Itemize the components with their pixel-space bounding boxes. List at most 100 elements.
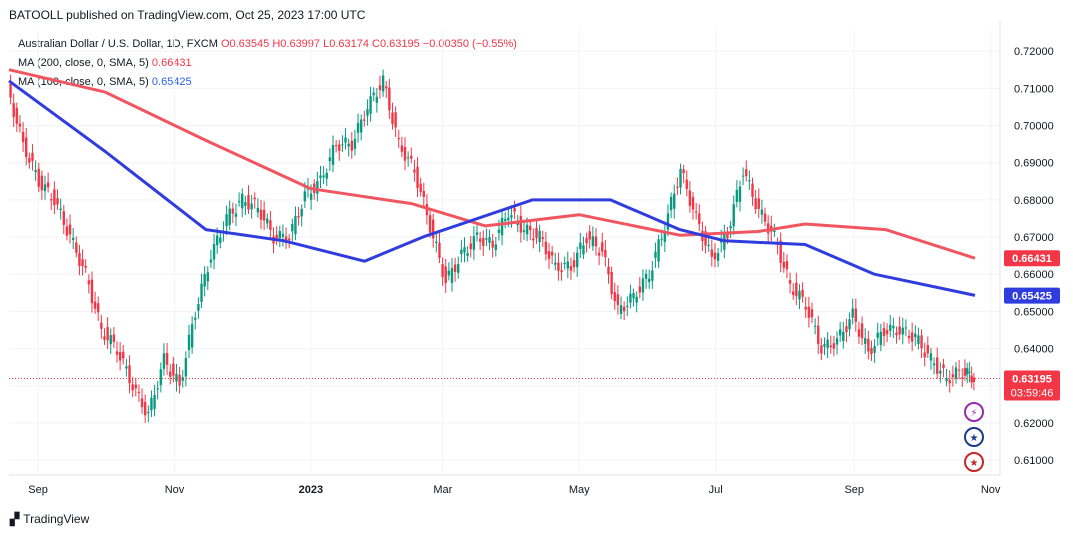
price-tag-text: 0.66431 xyxy=(1012,253,1052,265)
flag-au-icon-glyph: ★ xyxy=(970,433,979,444)
candle-body xyxy=(328,157,332,162)
candle-body xyxy=(153,394,156,409)
candle-body xyxy=(403,146,407,161)
candle-body xyxy=(181,377,184,381)
candle-body xyxy=(914,333,917,338)
candle-body xyxy=(147,412,150,414)
candle-body xyxy=(626,305,629,307)
y-tick-label: 0.64000 xyxy=(1014,344,1054,356)
y-tick-label: 0.62000 xyxy=(1014,418,1054,430)
candle-body xyxy=(563,262,566,265)
candle-body xyxy=(968,371,971,373)
candle-body xyxy=(954,367,958,379)
candle-body xyxy=(447,270,451,276)
candle-body xyxy=(388,87,391,111)
candle-body xyxy=(43,184,47,192)
x-tick-label: May xyxy=(569,484,590,496)
candle-body xyxy=(416,166,419,188)
tradingview-footer[interactable]: ▞ TradingView xyxy=(10,512,89,526)
candle-body xyxy=(40,175,44,191)
candle-body xyxy=(219,237,222,243)
candle-body xyxy=(18,123,22,127)
candle-body xyxy=(341,144,344,146)
candle-body xyxy=(90,279,94,304)
candle-body xyxy=(284,236,288,243)
candle-body xyxy=(682,169,685,174)
candle-body xyxy=(359,119,363,133)
candle-body xyxy=(895,332,898,336)
candle-body xyxy=(773,230,776,232)
candle-body xyxy=(601,242,604,252)
price-tag-last xyxy=(1004,370,1060,401)
candle-body xyxy=(37,168,40,187)
candle-body xyxy=(923,352,926,358)
x-tick-label: 2023 xyxy=(299,484,323,496)
x-tick-label: Sep xyxy=(28,484,48,496)
ma100-line xyxy=(8,79,976,297)
candle-body xyxy=(616,294,620,305)
candle-body xyxy=(206,272,209,282)
candle-body xyxy=(475,232,479,235)
candle-body xyxy=(572,260,576,268)
candle-body xyxy=(679,168,682,188)
candle-body xyxy=(287,238,291,241)
legend-ma200-row[interactable]: MA (200, close, 0, SMA, 5) 0.66431 xyxy=(18,54,517,73)
candle-body xyxy=(460,249,463,255)
candle-body xyxy=(209,259,213,263)
candle-body xyxy=(247,195,250,210)
ma200-line xyxy=(8,68,976,260)
flag-us-icon xyxy=(964,452,984,472)
candle-body xyxy=(707,244,710,246)
candle-body xyxy=(845,326,848,333)
candle-body xyxy=(56,198,59,205)
candle-body xyxy=(854,308,858,322)
candle-body xyxy=(172,363,175,376)
candle-body xyxy=(910,332,914,342)
candle-body xyxy=(957,369,961,371)
candle-body xyxy=(538,230,541,243)
candle-body xyxy=(469,243,472,250)
candle-body xyxy=(532,238,535,241)
candle-body xyxy=(760,209,764,215)
candle-body xyxy=(525,224,529,235)
candle-body xyxy=(932,363,936,366)
candle-body xyxy=(622,306,626,312)
candle-body xyxy=(942,364,945,368)
symbol-title[interactable]: Australian Dollar / U.S. Dollar, 1D, FXC… xyxy=(18,38,218,50)
y-tick-label: 0.71000 xyxy=(1014,83,1054,95)
candle-body xyxy=(698,213,701,225)
candle-body xyxy=(904,327,908,329)
price-tag-text: 0.65425 xyxy=(1012,291,1052,303)
candle-body xyxy=(187,334,191,351)
candle-body xyxy=(792,291,795,295)
candle-body xyxy=(550,251,554,256)
candle-body xyxy=(651,270,654,281)
candle-body xyxy=(519,215,523,233)
candle-body xyxy=(604,249,607,258)
candle-body xyxy=(215,235,219,246)
candle-body xyxy=(585,238,588,244)
candle-body xyxy=(397,138,400,140)
candle-body xyxy=(143,401,147,416)
candle-body xyxy=(641,278,645,293)
candle-body xyxy=(331,145,335,165)
candle-body xyxy=(62,211,65,225)
candle-body xyxy=(231,208,235,214)
candle-body xyxy=(159,369,163,386)
candle-body xyxy=(898,326,901,335)
candle-body xyxy=(347,143,350,147)
candle-body xyxy=(103,336,106,340)
candle-body xyxy=(876,332,879,338)
candle-body xyxy=(122,351,125,359)
candle-body xyxy=(453,264,457,272)
candle-body xyxy=(801,289,804,297)
candle-body xyxy=(965,368,969,375)
candle-body xyxy=(428,215,432,233)
candle-body xyxy=(344,137,347,143)
candle-body xyxy=(241,193,244,209)
candle-body xyxy=(294,216,297,235)
x-tick-label: Jul xyxy=(709,484,723,496)
candle-body xyxy=(741,175,745,177)
candle-body xyxy=(87,280,91,285)
